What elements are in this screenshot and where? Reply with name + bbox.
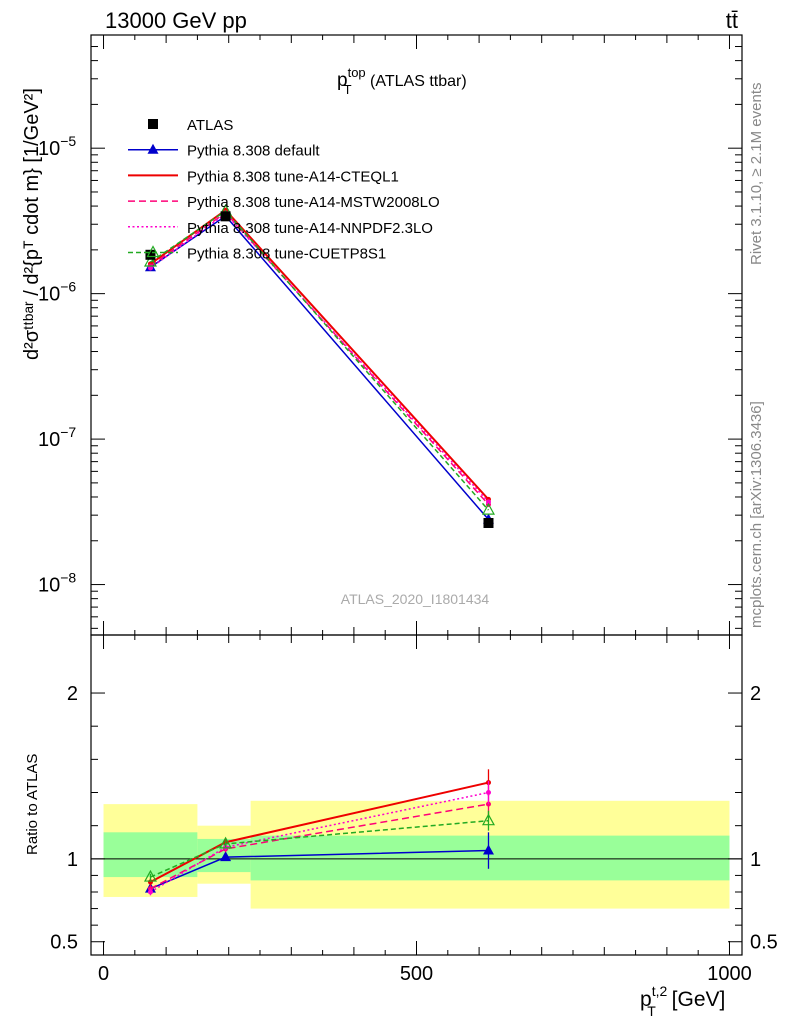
ytick-mantissa: 10 [38, 284, 60, 306]
ytick-ratio-label-left-1: 1 [67, 849, 78, 871]
legend-label-atlas: ATLAS [187, 117, 233, 134]
plot-title-main: p [337, 70, 348, 91]
xlabel: pt,2 T [GeV] [640, 983, 725, 1019]
xtick-label-0: 0 [98, 963, 109, 985]
point-nnpdf-0 [147, 265, 153, 271]
header-left: 13000 GeV pp [105, 8, 247, 33]
legend-label-mstw: Pythia 8.308 tune-A14-MSTW2008LO [187, 194, 440, 211]
ytick-exponent: −6 [60, 279, 76, 295]
ratio-point-cuetp8s1-0 [143, 869, 157, 882]
ytick-mantissa: 10 [38, 575, 60, 597]
xtick-label-2: 1000 [707, 963, 752, 985]
ytick-main-label-1: 10−7 [38, 424, 76, 451]
band-inner-0 [103, 832, 198, 878]
xlabel-sup: t,2 [652, 983, 668, 999]
point-nnpdf-2 [485, 499, 491, 505]
legend-label-cteql1: Pythia 8.308 tune-A14-CTEQL1 [187, 168, 399, 185]
ratio-point-cuetp8s1-1 [219, 836, 233, 849]
ytick-exponent: −7 [60, 424, 76, 440]
plot-title-sub: T [344, 82, 352, 97]
main-plot [143, 203, 496, 528]
ratio-line-mstw [150, 803, 489, 890]
ylabel-main: d²σᵗᵗᵇᵃʳ / d²{pᵀ cdot m} [1/GeV²] [21, 88, 43, 360]
ytick-ratio-label-left-2: 2 [67, 683, 78, 705]
ytick-main-label-3: 10−5 [38, 133, 76, 160]
legend-marker-cuetp8s1 [146, 245, 160, 258]
ytick-exponent: −8 [60, 570, 76, 586]
mcplots-text: mcplots.cern.ch [arXiv:1306.3436] [748, 401, 765, 628]
legend-label-nnpdf: Pythia 8.308 tune-A14-NNPDF2.3LO [187, 220, 433, 237]
xlabel-rest: [GeV] [666, 988, 726, 1011]
series-line-nnpdf [150, 212, 490, 503]
plot-title-sup: top [348, 65, 366, 80]
legend: ATLAS Pythia 8.308 default Pythia 8.308 tu… [128, 117, 440, 263]
ratio-point-default-2 [482, 844, 494, 855]
legend-marker-atlas [148, 119, 158, 129]
ratio-plot [143, 769, 496, 896]
ytick-main-label-0: 10−8 [38, 570, 76, 597]
ytick-main-label-2: 10−6 [38, 279, 76, 306]
series-line-cuetp8s1 [150, 210, 490, 511]
legend-label-default: Pythia 8.308 default [187, 143, 320, 160]
xlabel-main: p [640, 988, 652, 1011]
atlas-point-0 [145, 249, 156, 260]
ratio-point-nnpdf-2 [485, 790, 491, 796]
ytick-exponent: −5 [60, 133, 76, 149]
ytick-ratio-label-right-0: 0.5 [750, 932, 778, 954]
atlas-point-1 [220, 211, 231, 222]
ratio-point-default-1 [220, 851, 232, 862]
ytick-ratio-label-right-1: 1 [750, 849, 761, 871]
atlas-point-2 [483, 517, 494, 528]
xlabel-sub: T [647, 1003, 656, 1019]
xtick-label-1: 500 [400, 963, 433, 985]
rivet-text: Rivet 3.1.10, ≥ 2.1M events [748, 83, 765, 266]
point-cuetp8s1-0 [143, 254, 157, 267]
plot-title: ptop T (ATLAS ttbar) [337, 65, 467, 97]
band-inner-2 [250, 835, 730, 881]
ytick-ratio-label-left-0: 0.5 [50, 932, 78, 954]
legend-marker-default [147, 143, 159, 154]
ytick-mantissa: 10 [38, 429, 60, 451]
ratio-point-cuetp8s1-2 [481, 813, 496, 826]
legend-label-cuetp8s1: Pythia 8.308 tune-CUETP8S1 [187, 246, 386, 263]
point-cuetp8s1-2 [481, 502, 496, 515]
ytick-ratio-label-right-2: 2 [750, 683, 761, 705]
ratio-point-nnpdf-0 [147, 889, 153, 895]
ylabel-ratio: Ratio to ATLAS [24, 754, 41, 855]
watermark: ATLAS_2020_I1801434 [341, 591, 490, 607]
header-right: tt̄ [726, 8, 738, 33]
ytick-mantissa: 10 [38, 138, 60, 160]
plot-title-rest: (ATLAS ttbar) [366, 73, 467, 90]
